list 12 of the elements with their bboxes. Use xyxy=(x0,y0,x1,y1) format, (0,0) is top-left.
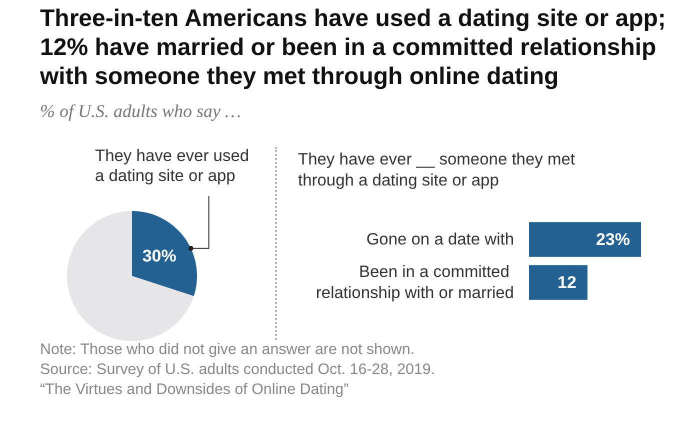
text: “The Virtues and Downsides of Online Dating” xyxy=(40,380,350,400)
slice-label: They have ever used a dating site or app xyxy=(95,147,254,185)
y-tick-label: Gone on a date with xyxy=(366,230,514,248)
data-label: 12 xyxy=(558,273,576,292)
y-tick-label: Been in a committed relationship with or married xyxy=(316,263,514,302)
text: Note: Those who did not give an answer are not shown. xyxy=(40,340,416,360)
data-label: 23% xyxy=(596,230,630,249)
data-label: 30% xyxy=(142,246,176,266)
text: Three-in-ten Americans have used a dating site or app; 12% have married or been in a committed relationship with someone they met through online dating xyxy=(40,4,667,91)
chart-subtitle: % of U.S. adults who say … xyxy=(40,101,242,122)
chart-title: They have ever __ someone they met through a dating site or app xyxy=(298,150,580,190)
source-note: Source: Survey of U.S. adults conducted Oct. 16-28, 2019. xyxy=(40,360,436,380)
